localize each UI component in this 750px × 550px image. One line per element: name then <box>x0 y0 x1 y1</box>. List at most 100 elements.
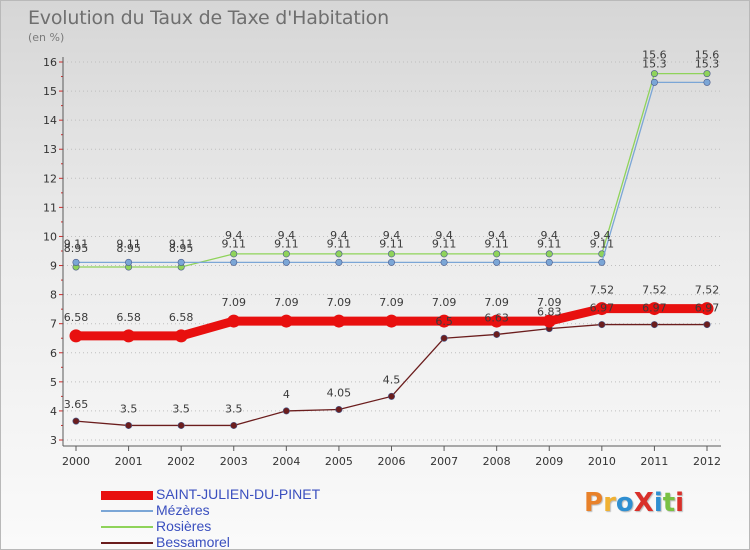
data-label: 8.95 <box>169 242 194 255</box>
legend-swatch-bessamorel <box>101 542 153 544</box>
data-point <box>177 258 185 266</box>
data-label: 6.97 <box>695 302 720 315</box>
data-point <box>493 258 501 266</box>
data-label: 9.11 <box>64 237 89 250</box>
data-point <box>282 407 290 415</box>
data-label: 3.65 <box>64 398 89 411</box>
legend-label-mezeres: Mézères <box>156 502 210 518</box>
data-point <box>598 321 606 329</box>
legend-label-saint-julien: SAINT-JULIEN-DU-PINET <box>156 486 321 502</box>
series-2 <box>72 70 711 271</box>
y-tick-label: 8 <box>50 289 57 302</box>
chart-subtitle: (en %) <box>28 31 65 44</box>
brand-letter: o <box>615 488 634 518</box>
data-label: 9.11 <box>590 237 615 250</box>
data-point <box>650 321 658 329</box>
legend-swatch-mezeres <box>101 510 153 512</box>
data-point <box>545 258 553 266</box>
x-tick-label: 2004 <box>272 455 300 468</box>
data-label: 9.4 <box>330 229 348 242</box>
y-tick-label: 5 <box>50 376 57 389</box>
data-label: 9.11 <box>327 237 352 250</box>
data-point <box>335 405 343 413</box>
data-point <box>650 78 658 86</box>
data-point <box>177 421 185 429</box>
data-label: 6.63 <box>484 311 509 324</box>
data-label: 4.5 <box>383 373 401 386</box>
legend-label-bessamorel: Bessamorel <box>156 534 230 550</box>
data-label: 15.6 <box>642 49 667 62</box>
x-tick-label: 2008 <box>483 455 511 468</box>
data-label: 9.11 <box>169 237 194 250</box>
data-point <box>598 258 606 266</box>
labels-series-1: 9.11 9.11 9.11 9.11 9.11 9.11 9.11 9.11 9.11 9.11… <box>64 57 720 250</box>
grid <box>59 61 721 441</box>
brand-letter: i <box>653 488 663 518</box>
y-tick-label: 10 <box>43 230 57 243</box>
data-point <box>437 314 451 328</box>
data-label: 9.11 <box>537 237 562 250</box>
data-label: 4.05 <box>327 386 352 399</box>
data-point <box>542 314 556 328</box>
x-tick-label: 2010 <box>588 455 616 468</box>
data-label: 9.11 <box>222 237 247 250</box>
data-label: 9.11 <box>274 237 299 250</box>
data-point <box>545 250 553 258</box>
brand-logo: ProXiti <box>584 488 684 518</box>
x-tick-label: 2003 <box>220 455 248 468</box>
data-label: 9.11 <box>116 237 141 250</box>
x-tick-label: 2012 <box>693 455 721 468</box>
legend-swatch-saint-julien <box>101 491 153 500</box>
y-tick-label: 12 <box>43 172 57 185</box>
x-tick-label: 2011 <box>640 455 668 468</box>
data-point <box>387 392 395 400</box>
data-label: 4 <box>283 388 290 401</box>
y-tick-label: 16 <box>43 56 57 69</box>
data-label: 9.4 <box>225 229 243 242</box>
data-point <box>335 250 343 258</box>
data-point <box>230 250 238 258</box>
data-point <box>122 329 136 343</box>
data-label: 6.58 <box>64 311 89 324</box>
legend-label-rosieres: Rosières <box>156 518 212 534</box>
x-tick-label: 2006 <box>378 455 406 468</box>
data-label: 9.11 <box>484 237 509 250</box>
data-point <box>174 329 188 343</box>
data-label: 9.11 <box>432 237 457 250</box>
data-point <box>125 258 133 266</box>
data-point <box>440 258 448 266</box>
data-label: 9.4 <box>383 229 401 242</box>
data-point <box>72 417 80 425</box>
x-tick-label: 2002 <box>167 455 195 468</box>
series-1 <box>72 78 711 266</box>
data-label: 9.4 <box>435 229 453 242</box>
data-point <box>700 302 714 316</box>
data-label: 9.4 <box>278 229 296 242</box>
data-label: 9.4 <box>593 229 611 242</box>
data-point <box>125 421 133 429</box>
data-point <box>72 258 80 266</box>
data-point <box>387 250 395 258</box>
data-label: 7.09 <box>537 296 562 309</box>
data-point <box>282 258 290 266</box>
data-label: 15.3 <box>642 57 667 70</box>
x-tick-label: 2009 <box>535 455 563 468</box>
x-tick-label: 2000 <box>62 455 90 468</box>
data-label: 15.6 <box>695 49 720 62</box>
data-label: 6.5 <box>435 315 453 328</box>
data-point <box>230 421 238 429</box>
data-point <box>230 258 238 266</box>
data-point <box>703 78 711 86</box>
brand-letter: r <box>603 488 616 518</box>
data-label: 7.52 <box>642 284 667 297</box>
y-tick-label: 11 <box>43 201 57 214</box>
legend-swatch-rosieres <box>101 526 153 528</box>
y-tick-label: 9 <box>50 260 57 273</box>
data-label: 7.09 <box>222 296 247 309</box>
labels-series-3: 3.65 3.5 3.5 3.5 4 4.05 4.5 6.5 6.63 6.83 6.97 6.97… <box>64 302 720 416</box>
data-point <box>493 330 501 338</box>
brand-letter: P <box>584 488 604 518</box>
data-point <box>493 250 501 258</box>
data-point <box>703 70 711 78</box>
data-label: 7.52 <box>695 284 720 297</box>
